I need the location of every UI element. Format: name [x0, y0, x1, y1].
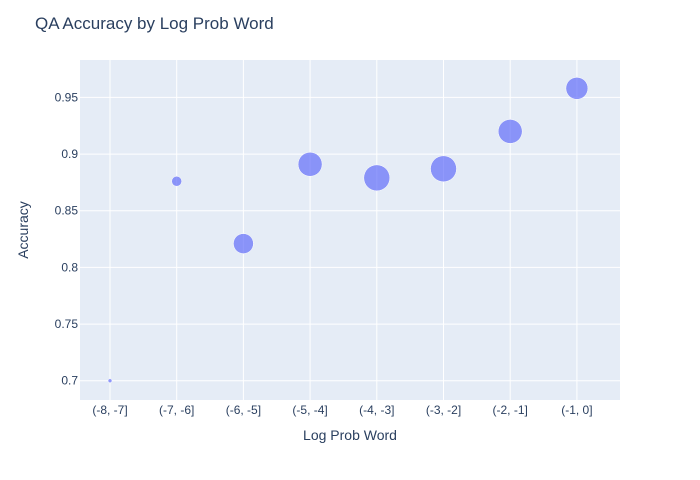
plot-area	[80, 60, 620, 400]
y-tick-label: 0.8	[61, 260, 78, 274]
data-point[interactable]	[171, 176, 182, 187]
x-axis-title: Log Prob Word	[303, 427, 397, 443]
data-point[interactable]	[297, 152, 323, 177]
data-point[interactable]	[497, 119, 523, 144]
data-point[interactable]	[363, 164, 391, 192]
x-tick-label: (-6, -5]	[226, 403, 261, 417]
data-point[interactable]	[565, 77, 589, 100]
y-tick-labels: 0.7 0.75 0.8 0.85 0.9 0.95	[55, 90, 79, 387]
x-tick-labels: (-8, -7] (-7, -6] (-6, -5] (-5, -4] (-4, -3]…	[92, 403, 592, 417]
x-tick-label: (-3, -2]	[426, 403, 461, 417]
chart-title: QA Accuracy by Log Prob Word	[35, 14, 274, 33]
y-tick-label: 0.75	[55, 317, 79, 331]
data-point[interactable]	[430, 155, 457, 183]
y-tick-label: 0.9	[61, 147, 78, 161]
x-tick-label: (-8, -7]	[92, 403, 127, 417]
x-tick-label: (-5, -4]	[292, 403, 327, 417]
x-tick-label: (-1, 0]	[561, 403, 592, 417]
y-tick-label: 0.7	[61, 374, 78, 388]
y-axis-title: Accuracy	[15, 201, 31, 259]
data-points	[107, 77, 589, 383]
data-point[interactable]	[233, 233, 254, 254]
y-tick-label: 0.85	[55, 204, 79, 218]
x-tick-label: (-2, -1]	[493, 403, 528, 417]
data-point[interactable]	[107, 378, 113, 383]
y-tick-label: 0.95	[55, 90, 79, 104]
grid	[80, 60, 620, 400]
x-tick-label: (-4, -3]	[359, 403, 394, 417]
x-tick-label: (-7, -6]	[159, 403, 194, 417]
